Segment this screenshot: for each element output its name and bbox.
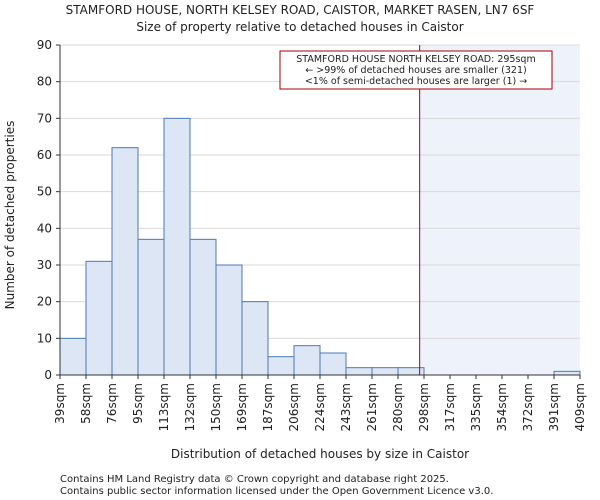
footer-line-1: Contains HM Land Registry data © Crown c… xyxy=(60,474,449,485)
highlight-region xyxy=(419,45,580,375)
y-tick-label: 80 xyxy=(37,75,52,89)
footer-line-2: Contains public sector information licen… xyxy=(60,486,493,497)
x-tick-label: 224sqm xyxy=(313,383,327,431)
y-tick-label: 50 xyxy=(37,185,52,199)
y-tick-label: 30 xyxy=(37,258,52,272)
bar xyxy=(293,345,321,376)
chart-title: STAMFORD HOUSE, NORTH KELSEY ROAD, CAIST… xyxy=(66,3,535,17)
y-tick-label: 0 xyxy=(44,368,52,382)
y-tick-label: 90 xyxy=(37,38,52,52)
x-tick-label: 335sqm xyxy=(469,383,483,431)
bar xyxy=(553,370,581,376)
y-axis-label: Number of detached properties xyxy=(3,121,17,310)
x-tick-label: 280sqm xyxy=(391,383,405,431)
x-tick-label: 95sqm xyxy=(131,383,145,424)
y-tick-label: 60 xyxy=(37,148,52,162)
x-tick-label: 187sqm xyxy=(261,383,275,431)
bar xyxy=(189,238,217,376)
y-tick-label: 70 xyxy=(37,111,52,125)
x-tick-label: 243sqm xyxy=(339,383,353,431)
x-tick-label: 261sqm xyxy=(365,383,379,431)
x-tick-label: 206sqm xyxy=(287,383,301,431)
y-tick-label: 10 xyxy=(37,331,52,345)
y-tick-label: 20 xyxy=(37,295,52,309)
chart-subtitle: Size of property relative to detached ho… xyxy=(136,20,463,34)
plot-area: 0 10 20 30 40 50 60 70 80 90 39sqm 58sqm 76sqm 95sqm 1… xyxy=(37,38,587,431)
annotation-line-3: <1% of semi-detached houses are larger (… xyxy=(305,76,527,87)
bar xyxy=(111,147,139,376)
x-tick-label: 113sqm xyxy=(157,383,171,431)
annotation-box xyxy=(279,50,553,90)
x-tick-label: 169sqm xyxy=(235,383,249,431)
annotation-line-2: ← >99% of detached houses are smaller (3… xyxy=(305,65,526,76)
bar xyxy=(215,264,243,376)
x-tick-label: 58sqm xyxy=(79,383,93,424)
bar xyxy=(267,356,295,376)
x-axis-label: Distribution of detached houses by size … xyxy=(171,447,469,461)
bar xyxy=(85,260,113,376)
bar xyxy=(371,367,399,376)
x-tick-label: 132sqm xyxy=(183,383,197,431)
x-tick-label: 391sqm xyxy=(547,383,561,431)
bar xyxy=(59,337,87,376)
bar xyxy=(137,238,165,376)
bar xyxy=(163,117,191,376)
x-tick-label: 298sqm xyxy=(417,383,431,431)
x-tick-label: 317sqm xyxy=(443,383,457,431)
bar xyxy=(319,352,347,376)
x-tick-label: 409sqm xyxy=(573,383,587,431)
x-tick-label: 150sqm xyxy=(209,383,223,431)
x-tick-label: 372sqm xyxy=(521,383,535,431)
x-tick-label: 354sqm xyxy=(495,383,509,431)
x-tick-label: 76sqm xyxy=(105,383,119,424)
y-tick-label: 40 xyxy=(37,221,52,235)
bar xyxy=(241,301,269,376)
x-tick-label: 39sqm xyxy=(53,383,67,424)
annotation-line-1: STAMFORD HOUSE NORTH KELSEY ROAD: 295sqm xyxy=(296,54,535,65)
bar xyxy=(345,367,373,376)
